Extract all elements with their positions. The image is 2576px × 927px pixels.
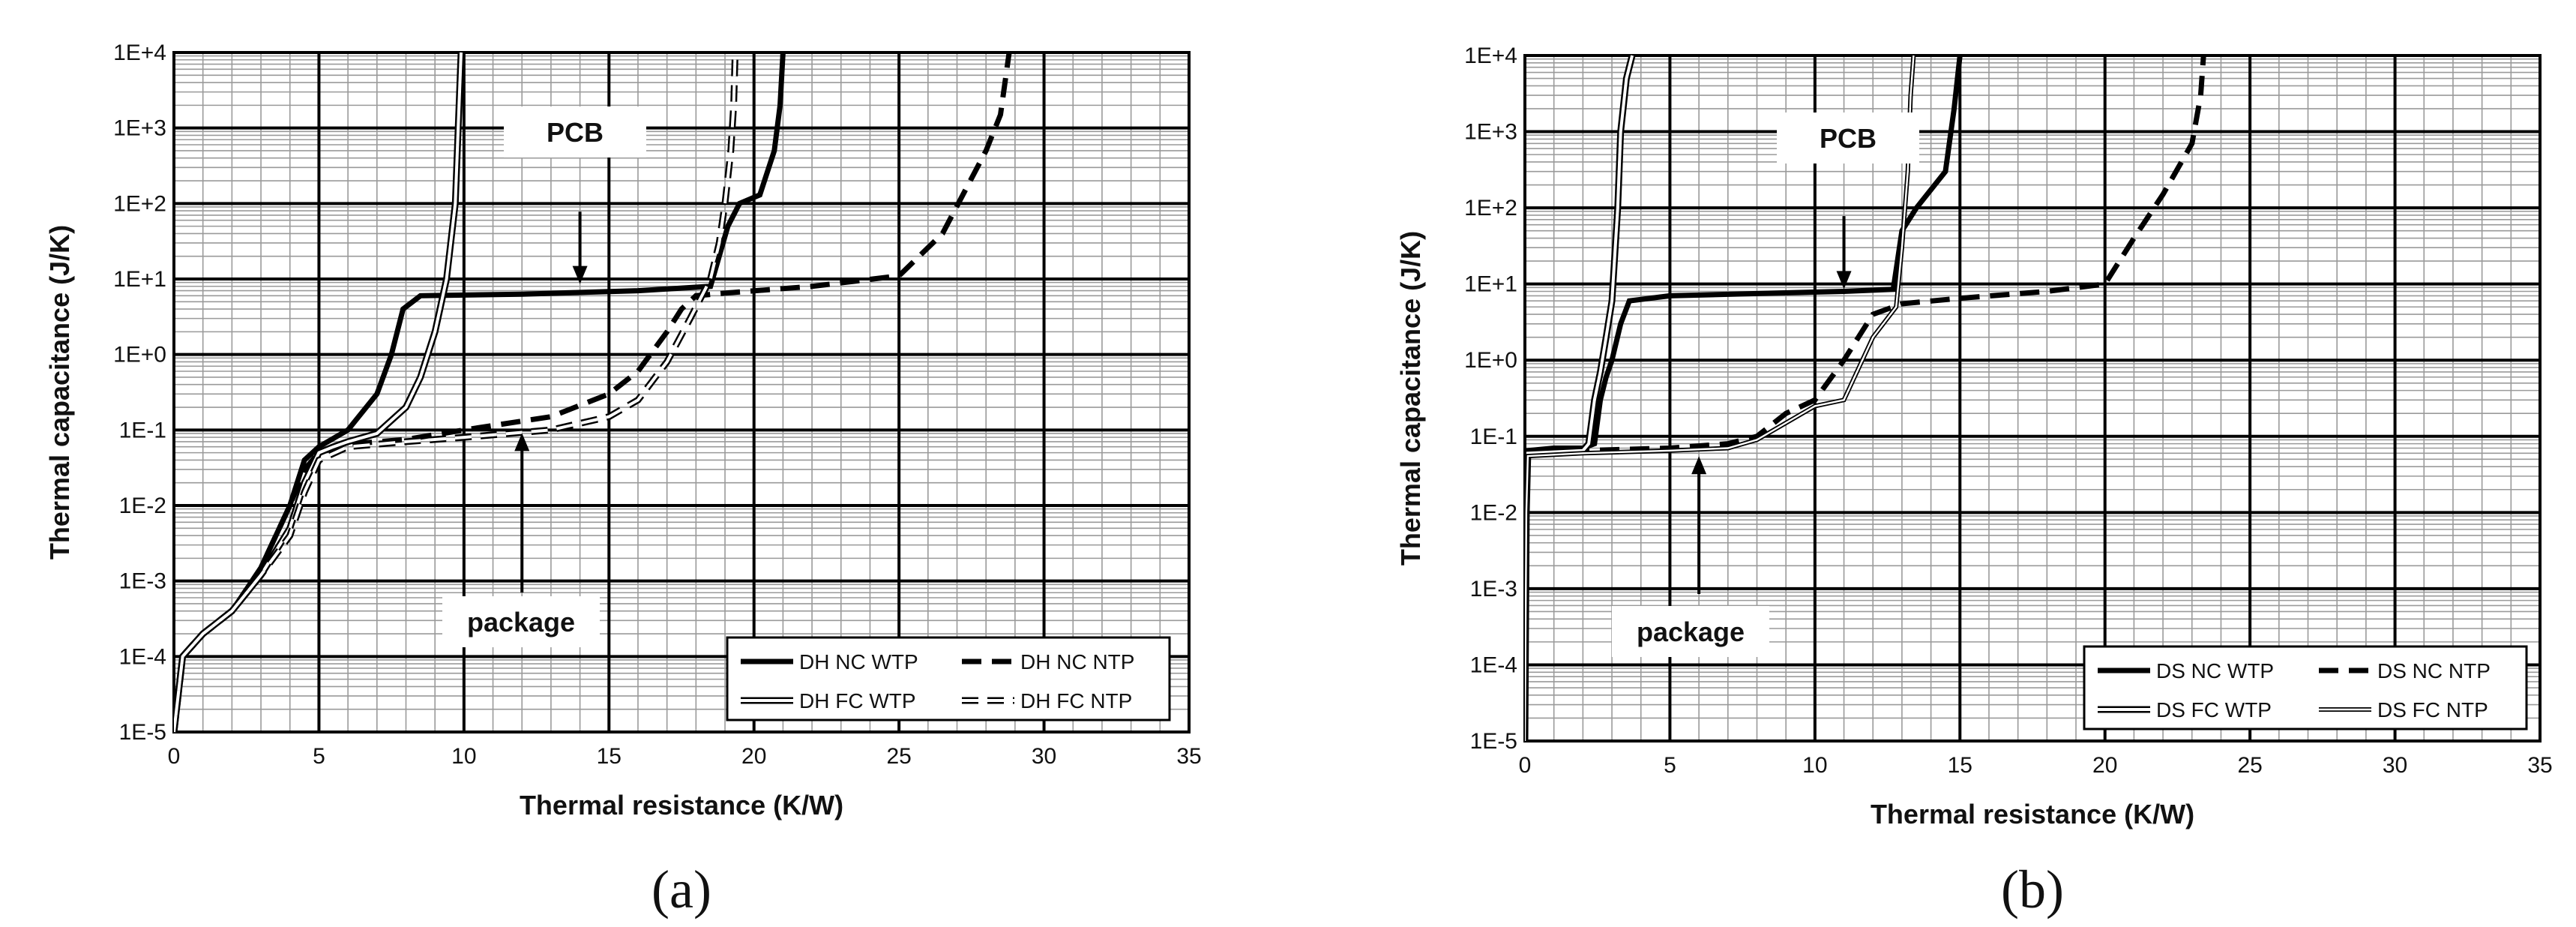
panel-caption: (b) — [2001, 860, 2064, 920]
x-tick-label: 0 — [168, 744, 181, 769]
series-line-dh-fc-ntp-inner — [174, 52, 737, 733]
x-tick-label: 0 — [1519, 753, 1532, 778]
y-tick-label: 1E+1 — [1464, 272, 1517, 297]
plot-frame — [172, 51, 1191, 734]
annotation-pcb: PCB — [1820, 123, 1877, 154]
x-tick-label: 5 — [313, 744, 325, 769]
legend: DH NC WTP DH NC NTP DH FC WTP DH FC NTP — [726, 636, 1171, 722]
legend-box — [726, 636, 1171, 722]
annotation-box — [442, 596, 600, 647]
series-line-ds-nc-ntp — [1525, 55, 2206, 742]
y-tick-label: 1E-3 — [119, 569, 166, 594]
legend-entry: DS FC WTP — [2156, 698, 2272, 722]
y-tick-label: 1E-5 — [1470, 729, 1517, 754]
series-group — [174, 52, 1012, 733]
y-tick-label: 1E-2 — [119, 494, 166, 518]
y-tick-label: 1E+0 — [1464, 348, 1517, 373]
y-axis-label: Thermal capacitance (J/K) — [44, 225, 75, 560]
x-tick-label: 5 — [1664, 753, 1676, 778]
plot-area — [174, 52, 1189, 732]
legend-entry: DS NC NTP — [2377, 659, 2491, 682]
legend-entry: DH NC NTP — [1020, 650, 1134, 674]
x-tick-label: 30 — [2383, 753, 2407, 778]
y-tick-label: 1E-1 — [1470, 424, 1517, 449]
legend: DS NC WTP DS NC NTP DS FC WTP DS FC NTP — [2083, 645, 2528, 730]
y-tick-label: 1E+0 — [113, 343, 166, 368]
y-tick-label: 1E+2 — [1464, 196, 1517, 220]
annotation-pcb: PCB — [547, 117, 604, 148]
annotation-box — [1777, 112, 1919, 164]
y-tick-label: 1E+4 — [113, 40, 166, 65]
x-tick-label: 20 — [741, 744, 766, 769]
series-line-dh-nc-ntp — [174, 52, 1012, 733]
x-tick-label: 35 — [2527, 753, 2552, 778]
y-tick-label: 1E+2 — [113, 191, 166, 216]
y-tick-label: 1E+4 — [1464, 44, 1517, 68]
y-axis-label: Thermal capacitance (J/K) — [1395, 231, 1426, 566]
y-tick-label: 1E-1 — [119, 418, 166, 442]
arrowhead-package — [514, 433, 530, 452]
panel-caption: (a) — [651, 860, 711, 920]
series-group — [1525, 54, 2206, 742]
legend-entry: DS NC WTP — [2156, 659, 2274, 682]
legend-entry: DH NC WTP — [799, 650, 918, 674]
legend-entry: DH FC WTP — [799, 689, 916, 712]
annotation-box — [504, 106, 646, 158]
series-line-ds-nc-wtp — [1525, 55, 1963, 742]
y-tick-label: 1E+3 — [1464, 120, 1517, 145]
annotation-package: package — [1637, 616, 1745, 647]
arrowhead-pcb — [572, 266, 588, 284]
arrowhead-pcb — [1836, 271, 1852, 290]
chart-panel-a: 0 5 10 15 20 25 30 35 1E-5 1E-4 1E-3 1E-2 1E-1 1E+0 1E… — [44, 40, 1202, 920]
legend-box — [2083, 645, 2528, 730]
arrowhead-package — [1691, 456, 1707, 475]
y-tick-label: 1E-5 — [119, 720, 166, 745]
x-tick-label: 15 — [597, 744, 622, 769]
x-tick-label: 25 — [2237, 753, 2262, 778]
x-tick-label: 15 — [1948, 753, 1972, 778]
y-tick-label: 1E-4 — [119, 644, 166, 669]
x-axis-label: Thermal resistance (K/W) — [1871, 799, 2194, 830]
legend-entry: DH FC NTP — [1020, 689, 1132, 712]
series-line-ds-fc-wtp-inner — [1525, 55, 1634, 742]
x-tick-label: 10 — [451, 744, 476, 769]
annotation-box — [1612, 606, 1769, 657]
x-tick-label: 35 — [1176, 744, 1201, 769]
plot-frame — [1523, 54, 2542, 742]
y-tick-label: 1E-2 — [1470, 500, 1517, 525]
y-tick-label: 1E+1 — [113, 267, 166, 292]
x-axis-label: Thermal resistance (K/W) — [520, 790, 843, 820]
y-tick-label: 1E+3 — [113, 116, 166, 141]
x-tick-label: 10 — [1802, 753, 1827, 778]
x-tick-label: 30 — [1032, 744, 1056, 769]
annotation-package: package — [467, 607, 575, 638]
y-tick-label: 1E-4 — [1470, 652, 1517, 677]
chart-panel-b: 0 5 10 15 20 25 30 35 1E-5 1E-4 1E-3 1E-2 1E-1 1E+0 1E… — [1395, 44, 2553, 920]
legend-entry: DS FC NTP — [2377, 698, 2488, 722]
x-tick-label: 20 — [2092, 753, 2117, 778]
y-tick-label: 1E-3 — [1470, 577, 1517, 602]
x-tick-label: 25 — [886, 744, 911, 769]
series-line-ds-fc-ntp-inner — [1525, 55, 1915, 742]
